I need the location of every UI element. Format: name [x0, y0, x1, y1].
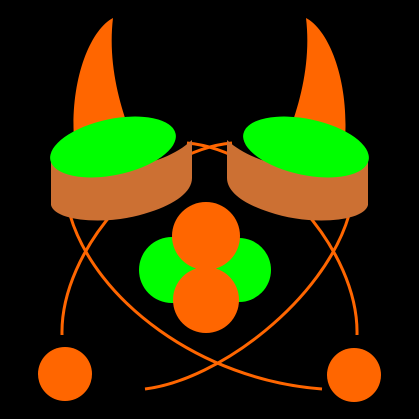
right-drum-body: [227, 140, 368, 221]
left-horn-icon: [73, 18, 130, 140]
right-drum-top: [243, 116, 369, 178]
left-electron-icon: [38, 347, 92, 401]
nucleus-orange-bottom-sphere: [173, 267, 239, 333]
right-horn-icon: [289, 18, 346, 140]
orbit-path-lower-left-icon: [68, 214, 323, 391]
left-drum-body: [51, 140, 192, 221]
left-drum-top: [50, 116, 176, 178]
left-drum-icon: [50, 116, 192, 221]
nucleus-orange-spheres: [172, 202, 240, 333]
orbit-path-lower-right-icon: [144, 214, 351, 391]
nucleus-orange-top-sphere: [172, 202, 240, 270]
right-drum-icon: [227, 116, 369, 221]
right-electron-icon: [327, 348, 381, 402]
